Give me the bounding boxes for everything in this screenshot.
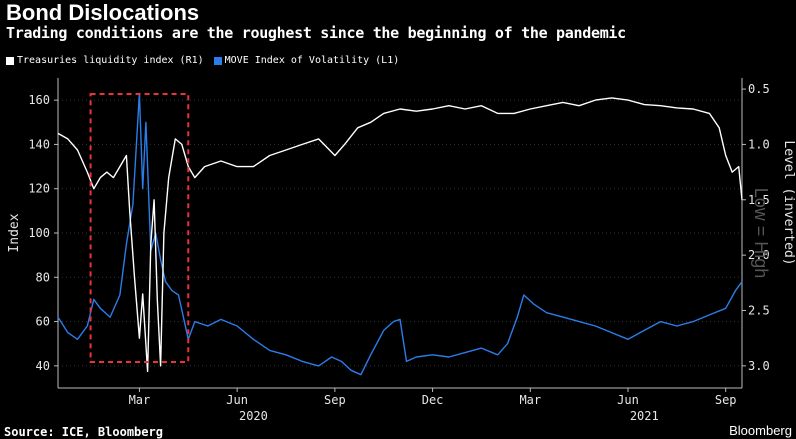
x-tick-label: Sep (715, 393, 737, 407)
x-tick-label: Dec (422, 393, 444, 407)
inverted-annotation: Low = High (751, 188, 771, 279)
move-index-line (57, 92, 743, 376)
left-axis-title: Index (7, 213, 22, 252)
left-tick-label: 80 (36, 270, 50, 284)
legend-label-move: MOVE Index of Volatility (L1) (224, 55, 400, 66)
legend-item-liquidity: Treasuries liquidity index (R1) (6, 55, 204, 66)
left-tick-label: 40 (36, 359, 50, 373)
right-tick-label: 3.0 (748, 359, 770, 373)
chart-subtitle: Trading conditions are the roughest sinc… (6, 24, 626, 42)
left-tick-label: 120 (28, 182, 50, 196)
chart-title: Bond Dislocations (6, 0, 200, 25)
bloomberg-logo: Bloomberg (729, 423, 792, 438)
x-year-label: 2021 (630, 409, 659, 423)
legend: Treasuries liquidity index (R1) MOVE Ind… (6, 55, 399, 66)
right-tick-label: 0.5 (748, 82, 770, 96)
legend-swatch-move (213, 56, 222, 65)
highlight-box (89, 93, 190, 363)
liquidity-index-line (57, 97, 743, 373)
x-tick-label: Jun (226, 393, 248, 407)
source-note: Source: ICE, Bloomberg (4, 425, 163, 439)
right-tick-label: 2.0 (748, 248, 770, 262)
right-tick-label: 1.5 (748, 193, 770, 207)
left-tick-label: 60 (36, 315, 50, 329)
right-tick-label: 2.5 (748, 304, 770, 318)
legend-swatch-liquidity (6, 56, 14, 65)
left-tick-label: 140 (28, 137, 50, 151)
legend-item-move: MOVE Index of Volatility (L1) (213, 55, 400, 66)
x-year-label: 2020 (239, 409, 268, 423)
x-tick-label: Mar (519, 393, 541, 407)
x-tick-label: Jun (617, 393, 639, 407)
right-tick-label: 1.0 (748, 137, 770, 151)
legend-label-liquidity: Treasuries liquidity index (R1) (17, 55, 204, 66)
left-tick-label: 160 (28, 93, 50, 107)
right-axis-title: Level (inverted) (781, 140, 796, 265)
x-tick-label: Sep (324, 393, 346, 407)
left-tick-label: 100 (28, 226, 50, 240)
x-tick-label: Mar (129, 393, 151, 407)
